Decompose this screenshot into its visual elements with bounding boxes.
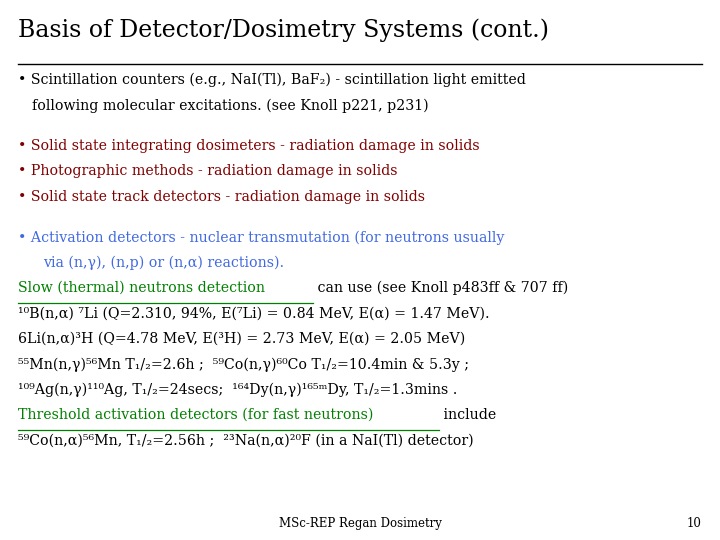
Text: • Activation detectors - nuclear transmutation (for neutrons usually: • Activation detectors - nuclear transmu… xyxy=(18,230,505,245)
Text: via (n,γ), (n,p) or (n,α) reactions).: via (n,γ), (n,p) or (n,α) reactions). xyxy=(43,255,284,270)
Text: Threshold activation detectors (for fast neutrons): Threshold activation detectors (for fast… xyxy=(18,408,374,422)
Text: can use (see Knoll p483ff & 707 ff): can use (see Knoll p483ff & 707 ff) xyxy=(313,281,569,295)
Text: MSc-REP Regan Dosimetry: MSc-REP Regan Dosimetry xyxy=(279,517,441,530)
Text: ⁵⁵Mn(n,γ)⁵⁶Mn T₁/₂=2.6h ;  ⁵⁹Co(n,γ)⁶⁰Co T₁/₂=10.4min & 5.3y ;: ⁵⁵Mn(n,γ)⁵⁶Mn T₁/₂=2.6h ; ⁵⁹Co(n,γ)⁶⁰Co … xyxy=(18,357,469,372)
Text: ¹⁰⁹Ag(n,γ)¹¹⁰Ag, T₁/₂=24secs;  ¹⁶⁴Dy(n,γ)¹⁶⁵ᵐDy, T₁/₂=1.3mins .: ¹⁰⁹Ag(n,γ)¹¹⁰Ag, T₁/₂=24secs; ¹⁶⁴Dy(n,γ)… xyxy=(18,382,457,397)
Text: Slow (thermal) neutrons detection: Slow (thermal) neutrons detection xyxy=(18,281,265,295)
Text: ⁵⁹Co(n,α)⁵⁶Mn, T₁/₂=2.56h ;  ²³Na(n,α)²⁰F (in a NaI(Tl) detector): ⁵⁹Co(n,α)⁵⁶Mn, T₁/₂=2.56h ; ²³Na(n,α)²⁰F… xyxy=(18,433,474,447)
Text: include: include xyxy=(439,408,497,422)
Text: • Solid state track detectors - radiation damage in solids: • Solid state track detectors - radiatio… xyxy=(18,190,425,204)
Text: • Photographic methods - radiation damage in solids: • Photographic methods - radiation damag… xyxy=(18,164,397,178)
Text: 10: 10 xyxy=(687,517,702,530)
Text: ¹⁰B(n,α) ⁷Li (Q=2.310, 94%, E(⁷Li) = 0.84 MeV, E(α) = 1.47 MeV).: ¹⁰B(n,α) ⁷Li (Q=2.310, 94%, E(⁷Li) = 0.8… xyxy=(18,306,490,320)
Text: • Scintillation counters (e.g., NaI(Tl), BaF₂) - scintillation light emitted: • Scintillation counters (e.g., NaI(Tl),… xyxy=(18,73,526,87)
Text: Basis of Detector/Dosimetry Systems (cont.): Basis of Detector/Dosimetry Systems (con… xyxy=(18,19,549,43)
Text: • Solid state integrating dosimeters - radiation damage in solids: • Solid state integrating dosimeters - r… xyxy=(18,139,480,153)
Text: 6Li(n,α)³H (Q=4.78 MeV, E(³H) = 2.73 MeV, E(α) = 2.05 MeV): 6Li(n,α)³H (Q=4.78 MeV, E(³H) = 2.73 MeV… xyxy=(18,332,465,346)
Text: following molecular excitations. (see Knoll p221, p231): following molecular excitations. (see Kn… xyxy=(32,98,429,113)
